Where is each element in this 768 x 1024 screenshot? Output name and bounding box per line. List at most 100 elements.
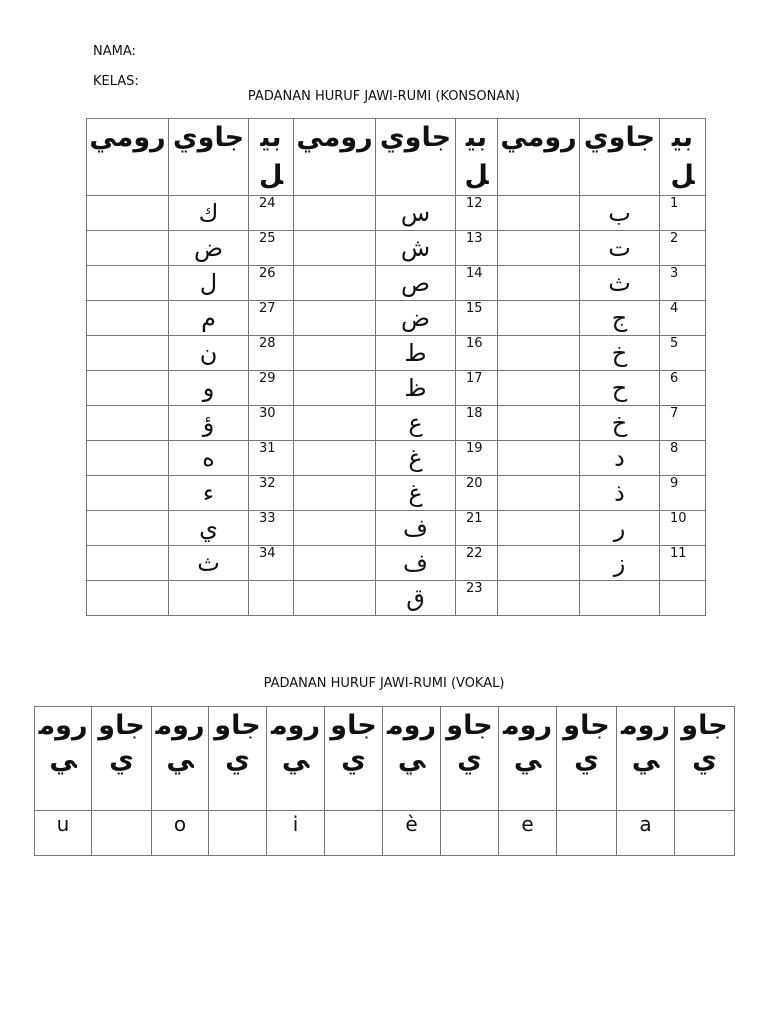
rumi-answer-cell[interactable] xyxy=(293,370,376,406)
rumi-vowel: i xyxy=(266,810,325,856)
header-jawi: جاوي xyxy=(440,706,499,811)
bil-number: 7 xyxy=(659,405,706,441)
jawi-answer-cell[interactable] xyxy=(556,810,617,856)
bil-number: 4 xyxy=(659,300,706,336)
jawi-letter: غ xyxy=(375,475,456,511)
bil-number: 8 xyxy=(659,440,706,476)
header-rumi: رومي xyxy=(266,706,325,811)
rumi-answer-cell[interactable] xyxy=(86,300,169,336)
jawi-letter: ث xyxy=(579,265,660,301)
rumi-answer-cell[interactable] xyxy=(497,545,580,581)
rumi-answer-cell[interactable] xyxy=(497,580,580,616)
bil-number: 1 xyxy=(659,195,706,231)
header-jawi: جاوي xyxy=(375,118,456,196)
rumi-answer-cell[interactable] xyxy=(293,195,376,231)
rumi-vowel: e xyxy=(498,810,557,856)
rumi-answer-cell[interactable] xyxy=(497,265,580,301)
table-row: ي 33 ف 21 ر 10 xyxy=(86,510,706,546)
rumi-answer-cell[interactable] xyxy=(293,335,376,371)
jawi-answer-cell[interactable] xyxy=(324,810,383,856)
rumi-answer-cell[interactable] xyxy=(293,230,376,266)
rumi-answer-cell[interactable] xyxy=(293,405,376,441)
jawi-letter: ن xyxy=(168,335,249,371)
header-jawi: جاوي xyxy=(208,706,267,811)
bil-number: 20 xyxy=(455,475,498,511)
rumi-answer-cell[interactable] xyxy=(497,440,580,476)
rumi-answer-cell[interactable] xyxy=(86,265,169,301)
rumi-answer-cell[interactable] xyxy=(497,335,580,371)
rumi-vowel: u xyxy=(34,810,92,856)
rumi-answer-cell[interactable] xyxy=(497,475,580,511)
rumi-answer-cell[interactable] xyxy=(86,510,169,546)
bil-number xyxy=(659,580,706,616)
header-jawi: جاوي xyxy=(91,706,152,811)
jawi-letter: ظ xyxy=(375,370,456,406)
jawi-letter: ء xyxy=(168,475,249,511)
rumi-answer-cell[interactable] xyxy=(86,405,169,441)
bil-number: 9 xyxy=(659,475,706,511)
jawi-letter: س xyxy=(375,195,456,231)
jawi-letter: خ xyxy=(579,405,660,441)
table-row: م 27 ض 15 ج 4 xyxy=(86,300,706,336)
table-row: ؤ 30 ع 18 خ 7 xyxy=(86,405,706,441)
jawi-letter: ط xyxy=(375,335,456,371)
bil-number: 27 xyxy=(248,300,294,336)
bil-number: 10 xyxy=(659,510,706,546)
vokal-table: رومي جاوي رومي جاوي رومي جاوي رومي جاوي رومي جاوي… xyxy=(34,706,735,856)
bil-number: 11 xyxy=(659,545,706,581)
jawi-letter: ض xyxy=(168,230,249,266)
jawi-letter: و xyxy=(168,370,249,406)
rumi-answer-cell[interactable] xyxy=(497,230,580,266)
jawi-answer-cell[interactable] xyxy=(208,810,267,856)
bil-number: 32 xyxy=(248,475,294,511)
vokal-title: PADANAN HURUF JAWI-RUMI (VOKAL) xyxy=(263,676,505,691)
bil-number: 21 xyxy=(455,510,498,546)
bil-number: 24 xyxy=(248,195,294,231)
rumi-vowel: o xyxy=(151,810,209,856)
bil-number: 14 xyxy=(455,265,498,301)
rumi-answer-cell[interactable] xyxy=(86,475,169,511)
rumi-answer-cell[interactable] xyxy=(293,510,376,546)
header-bil: بيل xyxy=(248,118,294,196)
rumi-answer-cell[interactable] xyxy=(86,580,169,616)
rumi-answer-cell[interactable] xyxy=(293,300,376,336)
rumi-answer-cell[interactable] xyxy=(86,335,169,371)
jawi-answer-cell[interactable] xyxy=(674,810,735,856)
rumi-answer-cell[interactable] xyxy=(293,265,376,301)
rumi-answer-cell[interactable] xyxy=(497,370,580,406)
jawi-answer-cell[interactable] xyxy=(91,810,152,856)
header-jawi: جاوي xyxy=(674,706,735,811)
table-row: ه 31 غ 19 د 8 xyxy=(86,440,706,476)
jawi-letter: ض xyxy=(375,300,456,336)
bil-number: 23 xyxy=(455,580,498,616)
rumi-answer-cell[interactable] xyxy=(86,195,169,231)
rumi-answer-cell[interactable] xyxy=(86,545,169,581)
jawi-letter xyxy=(168,580,249,616)
bil-number: 13 xyxy=(455,230,498,266)
rumi-answer-cell[interactable] xyxy=(497,195,580,231)
rumi-answer-cell[interactable] xyxy=(497,510,580,546)
rumi-answer-cell[interactable] xyxy=(497,300,580,336)
jawi-letter: ت xyxy=(579,230,660,266)
header-bil: بيل xyxy=(455,118,498,196)
bil-number: 22 xyxy=(455,545,498,581)
jawi-letter: غ xyxy=(375,440,456,476)
jawi-answer-cell[interactable] xyxy=(440,810,499,856)
rumi-answer-cell[interactable] xyxy=(497,405,580,441)
table-row: و 29 ظ 17 ح 6 xyxy=(86,370,706,406)
jawi-letter xyxy=(579,580,660,616)
bil-number: 25 xyxy=(248,230,294,266)
rumi-answer-cell[interactable] xyxy=(293,475,376,511)
rumi-answer-cell[interactable] xyxy=(293,580,376,616)
konsonan-table: رومي جاوي بيل رومي جاوي بيل رومي جاوي بيل ك 24 س 12 ب… xyxy=(86,118,706,616)
jawi-letter: ك xyxy=(168,195,249,231)
rumi-answer-cell[interactable] xyxy=(86,230,169,266)
rumi-answer-cell[interactable] xyxy=(86,440,169,476)
rumi-answer-cell[interactable] xyxy=(293,545,376,581)
rumi-vowel: a xyxy=(616,810,675,856)
rumi-answer-cell[interactable] xyxy=(293,440,376,476)
rumi-answer-cell[interactable] xyxy=(86,370,169,406)
jawi-letter: د xyxy=(579,440,660,476)
bil-number: 18 xyxy=(455,405,498,441)
